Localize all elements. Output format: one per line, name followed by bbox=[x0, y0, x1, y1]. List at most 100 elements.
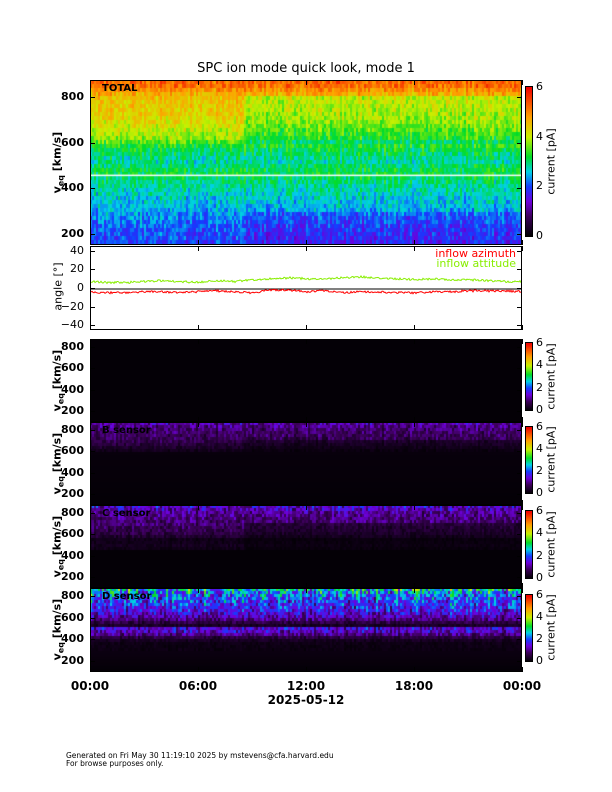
x-tick-mark bbox=[522, 588, 523, 593]
y-axis-label-unit: [km/s] bbox=[50, 349, 64, 393]
x-tick-mark bbox=[306, 246, 307, 251]
legend-entry: inflow azimuth bbox=[435, 247, 516, 260]
y-tick-label: 600 bbox=[61, 361, 84, 375]
y-tick-label: 800 bbox=[61, 423, 84, 437]
x-tick-mark bbox=[522, 80, 523, 85]
x-tick-mark bbox=[198, 246, 199, 251]
y-tick-mark bbox=[517, 555, 522, 557]
y-tick-mark bbox=[517, 534, 522, 536]
x-tick-mark bbox=[90, 80, 91, 85]
x-tick-mark bbox=[198, 505, 199, 510]
y-tick-mark bbox=[90, 534, 95, 536]
colorbar-tick-label: 0 bbox=[536, 654, 543, 667]
x-tick-mark bbox=[522, 339, 523, 344]
colorbar-tick-label: 6 bbox=[536, 336, 543, 349]
angle-axis-label: angle [°] bbox=[51, 262, 65, 311]
x-tick-mark bbox=[306, 339, 307, 344]
y-tick-label: 800 bbox=[61, 340, 84, 354]
x-axis-date-label: 2025-05-12 bbox=[267, 693, 345, 707]
y-tick-label: 200 bbox=[61, 487, 84, 501]
y-tick-mark bbox=[90, 555, 95, 557]
x-tick-mark bbox=[414, 325, 415, 330]
colorbar-tick-label: 2 bbox=[536, 548, 543, 562]
x-tick-mark bbox=[522, 417, 523, 422]
y-tick-mark bbox=[90, 306, 95, 308]
y-tick-label: 800 bbox=[61, 506, 84, 520]
y-tick-mark bbox=[90, 411, 95, 413]
y-tick-mark bbox=[517, 389, 522, 391]
y-axis-label-unit: [km/s] bbox=[50, 432, 64, 476]
y-tick-mark bbox=[517, 411, 522, 413]
colorbar-label: current [pA] bbox=[544, 594, 558, 661]
x-tick-mark bbox=[306, 588, 307, 593]
colorbar bbox=[525, 426, 533, 494]
y-axis-label-unit: [km/s] bbox=[50, 131, 64, 175]
y-tick-label: 0 bbox=[77, 281, 84, 294]
legend-entry: inflow attitude bbox=[436, 257, 516, 270]
y-tick-mark bbox=[90, 617, 95, 619]
y-tick-label: 200 bbox=[61, 570, 84, 584]
y-tick-mark bbox=[517, 325, 522, 327]
x-tick-mark bbox=[306, 505, 307, 510]
y-tick-label: 400 bbox=[61, 181, 84, 195]
x-tick-mark bbox=[306, 325, 307, 330]
y-tick-mark bbox=[517, 513, 522, 515]
y-tick-mark bbox=[517, 234, 522, 236]
y-tick-mark bbox=[517, 306, 522, 308]
y-tick-mark bbox=[517, 96, 522, 98]
series-line-inflow-azimuth bbox=[91, 288, 521, 295]
y-tick-label: 600 bbox=[61, 527, 84, 541]
y-axis-label-subscript: eq bbox=[56, 475, 66, 487]
y-tick-label: 400 bbox=[61, 548, 84, 562]
x-tick-mark bbox=[198, 417, 199, 422]
colorbar-tick-label: 4 bbox=[536, 358, 543, 372]
y-tick-mark bbox=[90, 451, 95, 453]
x-tick-mark bbox=[414, 422, 415, 427]
y-axis-label-unit: [km/s] bbox=[50, 515, 64, 559]
y-tick-label: 800 bbox=[61, 89, 84, 103]
y-tick-mark bbox=[517, 596, 522, 598]
y-tick-mark bbox=[90, 596, 95, 598]
colorbar-tick-label: 4 bbox=[536, 129, 543, 143]
colorbar bbox=[525, 342, 533, 411]
x-tick-mark bbox=[414, 667, 415, 672]
y-tick-label: 400 bbox=[61, 382, 84, 396]
x-tick-mark bbox=[414, 80, 415, 85]
colorbar-tick-label: 2 bbox=[536, 632, 543, 645]
y-axis-label: veq [km/s] bbox=[50, 570, 65, 690]
y-tick-mark bbox=[517, 250, 522, 252]
panel-frame-b bbox=[90, 422, 522, 505]
y-tick-label: 400 bbox=[61, 465, 84, 479]
colorbar bbox=[525, 594, 533, 662]
x-tick-mark bbox=[198, 325, 199, 330]
panel-frame-c bbox=[90, 505, 522, 588]
y-tick-mark bbox=[517, 577, 522, 579]
y-tick-mark bbox=[90, 661, 95, 663]
y-tick-mark bbox=[90, 269, 95, 271]
x-tick-mark bbox=[522, 667, 523, 672]
y-tick-label: 400 bbox=[61, 632, 84, 646]
y-tick-mark bbox=[90, 577, 95, 579]
x-tick-mark bbox=[198, 240, 199, 245]
y-tick-mark bbox=[90, 142, 95, 144]
y-tick-mark bbox=[90, 430, 95, 432]
y-tick-mark bbox=[90, 389, 95, 391]
x-tick-mark bbox=[198, 500, 199, 505]
colorbar-tick-label: 0 bbox=[536, 229, 543, 242]
y-tick-label: 200 bbox=[61, 404, 84, 418]
y-tick-label: 600 bbox=[61, 444, 84, 458]
x-tick-mark bbox=[414, 583, 415, 588]
x-tick-mark bbox=[414, 588, 415, 593]
y-axis-label-symbol: v bbox=[50, 653, 64, 661]
y-tick-label: 20 bbox=[70, 262, 84, 276]
y-tick-mark bbox=[517, 288, 522, 289]
footer-note: For browse purposes only. bbox=[66, 759, 164, 768]
x-tick-mark bbox=[414, 505, 415, 510]
colorbar-tick-label: 6 bbox=[536, 504, 543, 517]
chart-title: SPC ion mode quick look, mode 1 bbox=[197, 61, 415, 76]
y-tick-mark bbox=[517, 472, 522, 474]
y-tick-label: 200 bbox=[61, 227, 84, 241]
series-line-inflow-attitude bbox=[91, 274, 521, 285]
y-tick-mark bbox=[90, 368, 95, 370]
y-tick-mark bbox=[517, 639, 522, 641]
